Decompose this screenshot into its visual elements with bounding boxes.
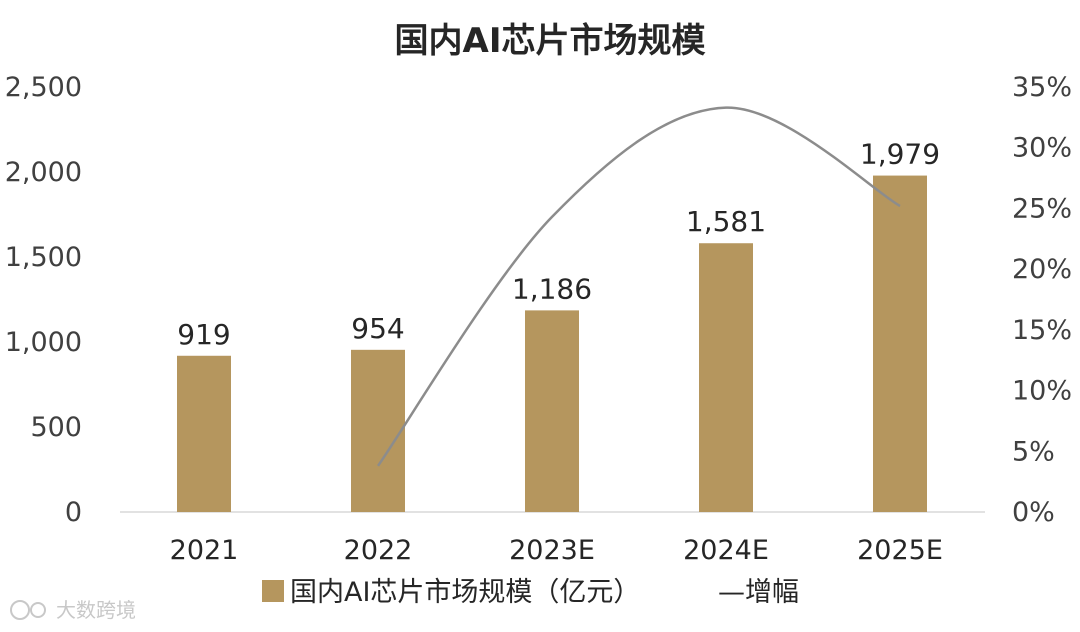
left-tick-label: 500 [30,412,82,443]
bar-value-label: 954 [351,312,404,345]
bar-value-label: 919 [177,318,230,351]
bar [699,243,753,513]
category-label: 2024E [683,535,769,566]
category-label: 2023E [509,535,595,566]
bar [873,175,927,512]
chart-title: 国内AI芯片市场规模 [395,21,706,61]
left-tick-label: 0 [65,497,82,528]
right-tick-label: 15% [1012,315,1072,346]
bar-data-labels: 919 954 1,186 1,581 1,979 [177,138,940,351]
bar-value-label: 1,581 [686,205,766,238]
right-tick-label: 20% [1012,254,1072,285]
watermark-logo-icon-secondary [30,602,46,618]
bar [177,355,231,512]
right-tick-label: 25% [1012,193,1072,224]
category-label: 2025E [857,535,943,566]
right-axis: 0% 5% 10% 15% 20% 25% 30% 35% [1012,72,1072,528]
right-tick-label: 30% [1012,133,1072,164]
bar [525,310,579,512]
category-label: 2022 [344,535,413,566]
watermark: 大数跨境 [10,598,136,622]
left-axis: 0 500 1,000 1,500 2,000 2,500 [5,72,82,528]
bar-value-label: 1,979 [860,138,940,171]
right-tick-label: 5% [1012,436,1055,467]
left-tick-label: 1,500 [5,242,82,273]
bar-value-label: 1,186 [512,272,592,305]
legend-bar-label: 国内AI芯片市场规模（亿元） [290,577,640,608]
category-label: 2021 [170,535,239,566]
right-tick-label: 0% [1012,497,1055,528]
watermark-text: 大数跨境 [56,598,136,622]
left-tick-label: 2,500 [5,72,82,103]
right-tick-label: 35% [1012,72,1072,103]
right-tick-label: 10% [1012,376,1072,407]
left-tick-label: 2,000 [5,157,82,188]
watermark-logo-icon [10,600,30,620]
bar-series [177,175,927,513]
x-axis-labels: 2021 2022 2023E 2024E 2025E [170,535,943,566]
growth-rate-line [376,106,901,467]
bar [351,349,405,512]
legend-bar-swatch [262,580,284,602]
left-tick-label: 1,000 [5,327,82,358]
legend-line-label: —增幅 [718,577,799,608]
